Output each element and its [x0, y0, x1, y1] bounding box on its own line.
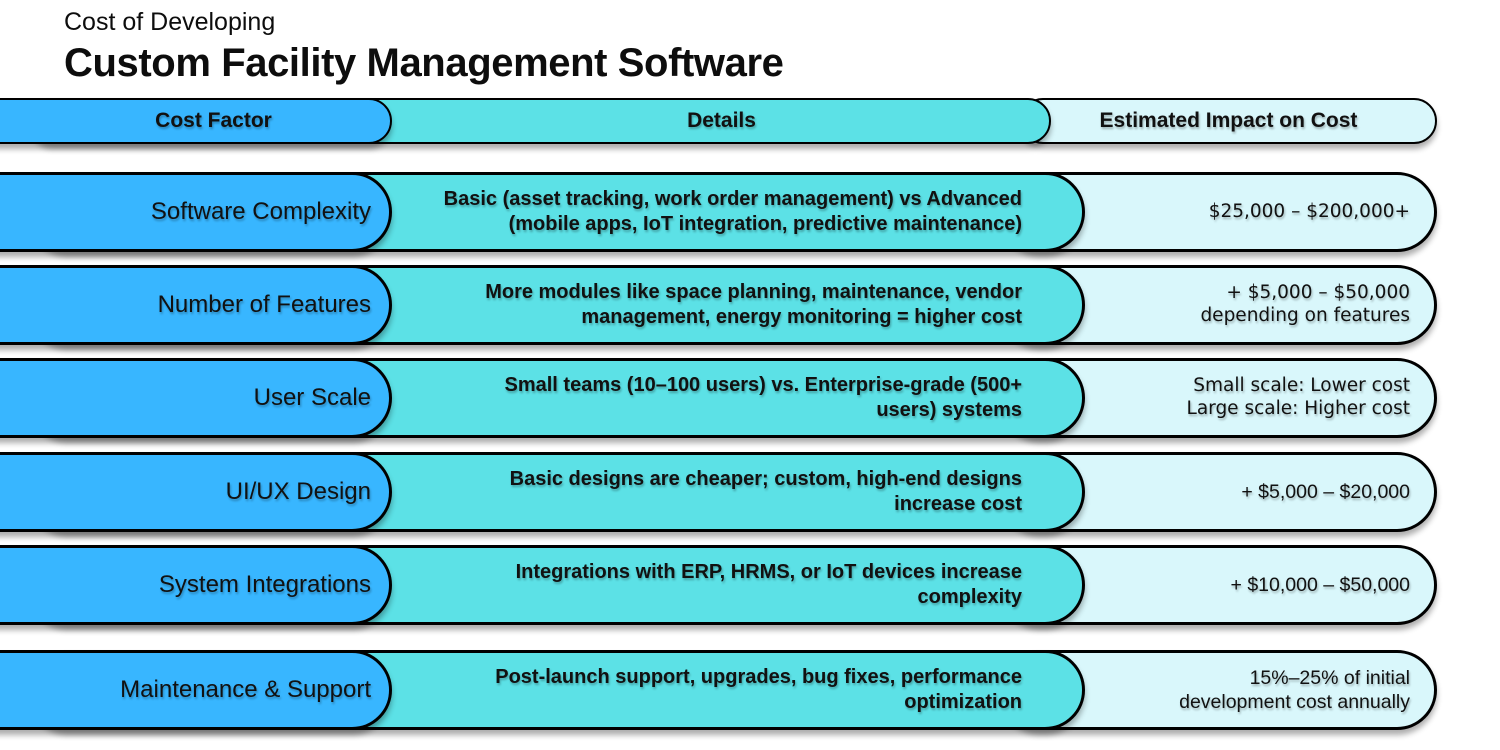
- impact-value: + $5,000 – $50,000 depending on features: [1200, 282, 1410, 326]
- details-value: Integrations with ERP, HRMS, or IoT devi…: [515, 561, 1022, 608]
- cost-factor-cell: Software Complexity: [0, 172, 392, 252]
- title-kicker: Cost of Developing: [64, 8, 276, 36]
- header-cell-impact: Estimated Impact on Cost: [1020, 98, 1437, 144]
- header-cell-cost-factor: Cost Factor: [0, 98, 392, 144]
- impact-value: + $10,000 – $50,000: [1230, 573, 1410, 596]
- table-row: + $5,000 – $20,000 Basic designs are che…: [0, 452, 1500, 532]
- cost-factor-label: Number of Features: [157, 291, 371, 318]
- table-row: + $5,000 – $50,000 depending on features…: [0, 265, 1500, 345]
- impact-value: + $5,000 – $20,000: [1241, 480, 1410, 503]
- header-impact-label: Estimated Impact on Cost: [1099, 109, 1358, 132]
- details-value: Small teams (10–100 users) vs. Enterpris…: [504, 374, 1023, 421]
- table-row: Small scale: Lower cost Large scale: Hig…: [0, 358, 1500, 438]
- impact-value: 15%–25% of initial development cost annu…: [1179, 666, 1410, 713]
- cost-factor-cell: User Scale: [0, 358, 392, 438]
- details-value: Basic (asset tracking, work order manage…: [443, 188, 1022, 235]
- cost-factor-cell: Maintenance & Support: [0, 650, 392, 730]
- cost-factor-label: User Scale: [253, 384, 371, 411]
- impact-value: $25,000 – $200,000+: [1208, 200, 1410, 222]
- header-cost-factor-label: Cost Factor: [155, 109, 272, 132]
- cost-factor-label: Software Complexity: [150, 198, 371, 225]
- cost-factor-cell: Number of Features: [0, 265, 392, 345]
- cost-factor-cell: UI/UX Design: [0, 452, 392, 532]
- table-header-row: Estimated Impact on Cost Details Cost Fa…: [0, 98, 1500, 150]
- cost-factor-label: System Integrations: [158, 571, 371, 598]
- details-value: Basic designs are cheaper; custom, high-…: [509, 468, 1022, 515]
- title-main: Custom Facility Management Software: [64, 40, 784, 85]
- table-row: + $10,000 – $50,000 Integrations with ER…: [0, 545, 1500, 625]
- table-row: $25,000 – $200,000+ Basic (asset trackin…: [0, 172, 1500, 252]
- cost-factor-label: Maintenance & Support: [120, 676, 371, 703]
- cost-factor-label: UI/UX Design: [225, 478, 371, 505]
- cost-factor-cell: System Integrations: [0, 545, 392, 625]
- impact-value: Small scale: Lower cost Large scale: Hig…: [1186, 375, 1410, 419]
- header-details-label: Details: [687, 109, 756, 132]
- table-row: 15%–25% of initial development cost annu…: [0, 650, 1500, 730]
- details-value: More modules like space planning, mainte…: [485, 281, 1022, 328]
- details-value: Post-launch support, upgrades, bug fixes…: [495, 666, 1022, 713]
- page-title: Cost of Developing Custom Facility Manag…: [64, 6, 784, 85]
